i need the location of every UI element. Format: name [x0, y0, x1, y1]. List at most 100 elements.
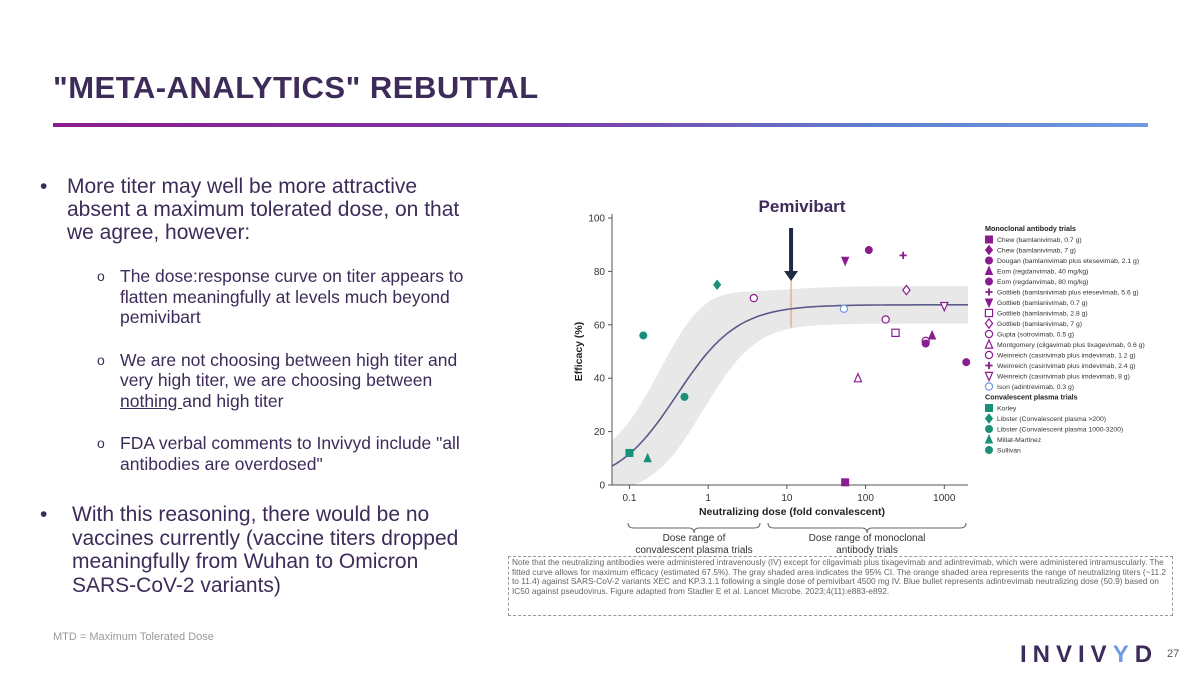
legend-label: Gupta (sotrovimab, 0.5 g) [997, 332, 1074, 339]
legend-marker [984, 244, 994, 256]
legend-marker [985, 288, 993, 296]
legend-marker [984, 350, 994, 360]
legend-label: Chew (bamlanivimab, 0.7 g) [997, 237, 1082, 244]
legend-label: Sullivan [997, 448, 1021, 455]
sub-bullet-marker: o [97, 435, 105, 451]
x-tick-label: 100 [857, 493, 874, 504]
underlined-word: nothing [120, 390, 183, 411]
legend-marker [984, 403, 993, 412]
confidence-band [612, 286, 968, 485]
bullet-text: More titer may well be more attractive a… [67, 175, 460, 244]
y-tick-label: 40 [594, 374, 606, 385]
data-point [891, 328, 900, 338]
mab-dose-brace [767, 522, 967, 534]
legend-label: Montgomery (cilgavimab plus tixagevimab,… [997, 342, 1145, 349]
group-label-plasma: convalescent plasma trials [635, 545, 752, 555]
data-point [902, 284, 911, 296]
dose-response-chart: 0 20 40 60 80 100 0.1 1 10 100 1000 Neutralizing do… [573, 197, 1145, 555]
x-axis-label: Neutralizing dose (fold convalescent) [699, 506, 885, 518]
data-point [749, 293, 759, 303]
title-divider [53, 123, 1148, 127]
y-axis-label: Efficacy (%) [573, 322, 585, 382]
logo-text: D [1134, 641, 1159, 668]
legend-label: Gottlieb (bamlanivimab, 7 g) [997, 321, 1082, 328]
sub-bullet-marker: o [97, 351, 105, 368]
legend-marker [984, 433, 994, 444]
y-tick-label: 80 [594, 267, 606, 278]
legend-marker [984, 308, 994, 318]
page-title: "META-ANALYTICS" REBUTTAL [53, 70, 539, 105]
data-point [927, 329, 937, 340]
legend-marker [984, 338, 994, 349]
y-tick-label: 100 [588, 214, 605, 225]
legend-marker [984, 371, 994, 383]
legend-label: Gottlieb (bamlanivimab plus etesevimab, … [997, 290, 1139, 297]
sub-bullet-list: o The dose:response curve on titer appea… [97, 266, 470, 474]
bullet-text: With this reasoning, there would be no v… [72, 503, 459, 597]
data-point [680, 392, 689, 401]
data-point [841, 478, 850, 487]
legend-marker [984, 329, 994, 339]
group-label-mab: antibody trials [836, 545, 898, 555]
legend-label: Gottlieb (bamlanivimab, 0.7 g) [997, 300, 1088, 307]
x-tick-label: 0.1 [623, 493, 637, 504]
sub-bullet-item: o We are not choosing between high titer… [97, 350, 470, 412]
legend-marker [985, 361, 993, 370]
legend-label: Libster (Convalescent plasma >200) [997, 416, 1106, 423]
sub-bullet-text-part: We are not choosing between high titer a… [120, 349, 458, 391]
data-point [853, 372, 863, 383]
pemivibart-arrow-head [784, 271, 799, 281]
bullet-list: • More titer may well be more attractive… [40, 175, 470, 496]
legend-label: Libster (Convalescent plasma 1000-3200) [997, 427, 1123, 434]
data-point [899, 251, 907, 259]
footnote: MTD = Maximum Tolerated Dose [53, 631, 214, 643]
sub-bullet-text: The dose:response curve on titer appears… [120, 266, 464, 327]
legend-label: Eom (regdanvimab, 40 mg/kg) [997, 269, 1088, 276]
data-point [643, 452, 652, 463]
sub-bullet-text: We are not choosing between high titer a… [120, 350, 470, 412]
data-point [921, 339, 930, 348]
data-point [864, 246, 873, 255]
legend-label: Weinreich (casirivimab plus imdevimab, 1… [997, 353, 1136, 360]
bullet-dot: • [40, 503, 48, 526]
bullet-item: • With this reasoning, there would be no… [40, 503, 470, 597]
data-point [625, 448, 634, 457]
data-point [639, 331, 648, 340]
group-label-mab: Dose range of monoclonal [809, 533, 926, 544]
legend-marker [984, 445, 993, 454]
company-logo: INVIVYD [1020, 641, 1158, 669]
legend-marker [984, 413, 994, 424]
sub-bullet-text-part: and high titer [182, 390, 284, 411]
data-point [939, 301, 949, 313]
legend-marker [984, 265, 994, 275]
legend-marker [984, 235, 993, 244]
legend-label: Eom (regdanvimab, 80 mg/kg) [997, 279, 1088, 286]
x-tick-label: 1 [705, 493, 711, 504]
data-point [839, 304, 849, 313]
legend-marker [984, 298, 994, 309]
plasma-dose-brace [627, 522, 761, 534]
x-tick-label: 10 [781, 493, 793, 504]
sub-bullet-text: FDA verbal comments to Invivyd include "… [120, 433, 460, 474]
data-point [881, 315, 890, 324]
y-tick-label: 20 [594, 427, 606, 438]
legend-label: Weinreich (casirivimab plus imdevimab, 8… [997, 374, 1130, 381]
sub-bullet-item: o FDA verbal comments to Invivyd include… [97, 433, 470, 474]
x-tick-label: 1000 [933, 493, 956, 504]
page-number: 27 [1167, 648, 1180, 660]
legend-marker [984, 317, 994, 330]
legend-label: Dougan (bamlanivimab plus etesevimab, 2.… [997, 258, 1139, 265]
group-label-plasma: Dose range of [663, 533, 726, 544]
legend-label: Millat-Martinez [997, 437, 1042, 444]
pemivibart-label: Pemivibart [759, 197, 846, 216]
legend-header: Convalescent plasma trials [985, 393, 1078, 402]
data-point [840, 256, 850, 267]
logo-text: INVIV [1020, 641, 1113, 668]
fitted-curve [611, 304, 968, 467]
legend-marker [984, 256, 993, 265]
legend-label: Ison (adintrevimab, 0.3 g) [997, 384, 1074, 391]
sub-bullet-marker: o [97, 268, 105, 284]
legend-header: Monoclonal antibody trials [985, 224, 1076, 233]
data-point [713, 279, 722, 290]
sub-bullet-item: o The dose:response curve on titer appea… [97, 266, 470, 328]
